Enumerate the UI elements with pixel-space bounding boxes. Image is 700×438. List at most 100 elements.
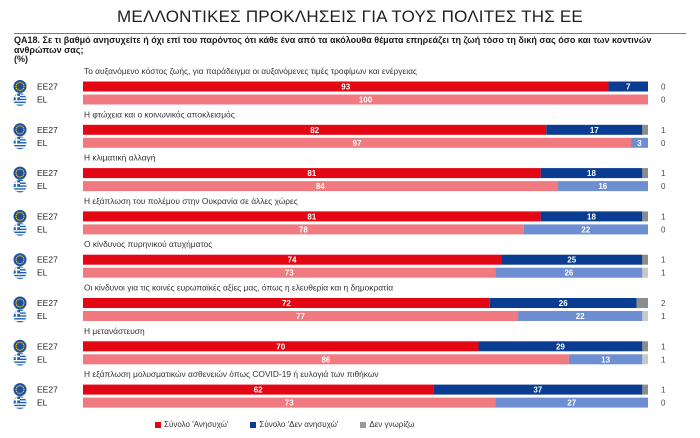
value-label-dont-know: 1: [661, 355, 666, 364]
value-label-not-worried: 18: [587, 212, 596, 221]
question-text: QA18. Σε τι βαθμό ανησυχείτε ή όχι επί τ…: [14, 35, 686, 65]
category-label: Η εξάπλωση μολυσματικών ασθενειών όπως C…: [84, 369, 379, 379]
value-label-dont-know: 1: [661, 386, 666, 395]
value-label-dont-know: 0: [661, 83, 666, 92]
value-label-worried: 77: [296, 312, 305, 321]
category-label: Η κλιματική αλλαγή: [84, 153, 156, 163]
greece-flag-icon: [13, 136, 27, 150]
eu-flag-icon: [13, 166, 27, 180]
bar-not-worried: [495, 267, 643, 278]
question-line: QA18. Σε τι βαθμό ανησυχείτε ή όχι επί τ…: [14, 35, 652, 55]
value-label-worried: 72: [282, 299, 291, 308]
value-label-not-worried: 26: [559, 299, 568, 308]
value-label-dont-know: 2: [661, 299, 666, 308]
value-label-worried: 73: [285, 269, 294, 278]
legend-label: Σύνολο 'Δεν ανησυχώ': [259, 420, 339, 429]
row-label: EE27: [37, 298, 58, 308]
value-label-not-worried: 17: [590, 126, 599, 135]
bar-worried: [83, 254, 502, 265]
legend-swatch: [250, 421, 257, 428]
bar-worried: [83, 397, 496, 408]
value-label-not-worried: 26: [564, 269, 573, 278]
bar-not-worried: [608, 81, 648, 92]
bar-worried: [83, 181, 558, 192]
value-label-dont-know: 1: [661, 169, 666, 178]
value-label-dont-know: 1: [661, 126, 666, 135]
value-label-dont-know: 0: [661, 399, 666, 408]
value-label-not-worried: 16: [598, 182, 607, 191]
row-label: EL: [37, 95, 48, 105]
row-label: EE27: [37, 168, 58, 178]
legend-swatch: [360, 421, 367, 428]
bar-dont-know: [642, 211, 648, 222]
bar-worried: [83, 298, 490, 308]
category-label: Η φτώχεια και ο κοινωνικός αποκλεισμός: [84, 109, 235, 119]
bar-worried: [83, 311, 519, 321]
bar-worried: [83, 94, 648, 105]
legend-label: Δεν γνωρίζω: [369, 420, 415, 429]
row-label: EL: [37, 181, 48, 191]
category-label: Οι κίνδυνοι για τις κοινές ευρωπαϊκές αξ…: [84, 283, 393, 293]
bar-not-worried: [523, 224, 648, 235]
value-label-dont-know: 1: [661, 269, 666, 278]
greece-flag-icon: [13, 309, 27, 323]
value-label-not-worried: 37: [533, 386, 542, 395]
row-label: EE27: [37, 341, 58, 351]
row-label: EE27: [37, 125, 58, 135]
row-label: EL: [37, 311, 48, 321]
title-divider: [14, 33, 686, 34]
bar-worried: [83, 224, 524, 235]
eu-flag-icon: [13, 339, 27, 353]
bar-dont-know: [642, 384, 648, 395]
value-label-not-worried: 7: [626, 83, 631, 92]
eu-flag-icon: [13, 209, 27, 223]
legend-item: Σύνολο 'Δεν ανησυχώ': [250, 420, 338, 429]
value-label-not-worried: 27: [567, 399, 576, 408]
value-label-not-worried: 25: [567, 256, 576, 265]
value-label-dont-know: 1: [661, 312, 666, 321]
greece-flag-icon: [13, 352, 27, 367]
row-label: EE27: [37, 255, 58, 265]
value-label-dont-know: 0: [661, 225, 666, 234]
unit-label: (%): [14, 54, 28, 65]
bar-not-worried: [501, 254, 643, 265]
value-label-not-worried: 13: [601, 355, 610, 364]
bar-dont-know: [642, 168, 648, 179]
category-label: Το αυξανόμενο κόστος ζωής, για παράδειγμ…: [84, 66, 417, 76]
bar-worried: [83, 267, 496, 278]
row-label: EL: [37, 354, 48, 364]
value-label-not-worried: 29: [556, 342, 565, 351]
value-label-worried: 86: [321, 355, 330, 364]
value-label-dont-know: 1: [661, 256, 666, 265]
eu-flag-icon: [13, 80, 27, 93]
value-label-not-worried: 18: [587, 169, 596, 178]
value-label-dont-know: 1: [661, 342, 666, 351]
bar-worried: [83, 124, 547, 135]
value-label-worried: 74: [288, 256, 297, 265]
value-label-worried: 78: [299, 225, 308, 234]
value-label-worried: 73: [285, 399, 294, 408]
row-label: EE27: [37, 385, 58, 395]
bar-worried: [83, 341, 479, 352]
bar-not-worried: [540, 211, 643, 222]
row-label: EL: [37, 268, 48, 278]
value-label-worried: 100: [359, 96, 373, 105]
row-label: EE27: [37, 82, 58, 92]
category-label: Η εξάπλωση του πολέμου στην Ουκρανία σε …: [84, 196, 298, 206]
legend: Σύνολο 'Ανησυχώ' Σύνολο 'Δεν ανησυχώ' Δεν …: [155, 420, 436, 429]
bar-not-worried: [489, 298, 637, 308]
bar-not-worried: [631, 137, 648, 148]
bar-worried: [83, 354, 569, 365]
eu-flag-icon: [13, 123, 27, 137]
row-label: EL: [37, 224, 48, 234]
greece-flag-icon: [13, 179, 27, 193]
bar-worried: [83, 137, 632, 148]
bar-dont-know: [642, 341, 648, 352]
bar-not-worried: [540, 168, 643, 179]
bar-dont-know: [636, 298, 648, 308]
value-label-worried: 82: [310, 126, 319, 135]
row-label: EE27: [37, 211, 58, 221]
bar-not-worried: [495, 397, 648, 408]
bar-not-worried: [546, 124, 643, 135]
value-label-dont-know: 0: [661, 182, 666, 191]
